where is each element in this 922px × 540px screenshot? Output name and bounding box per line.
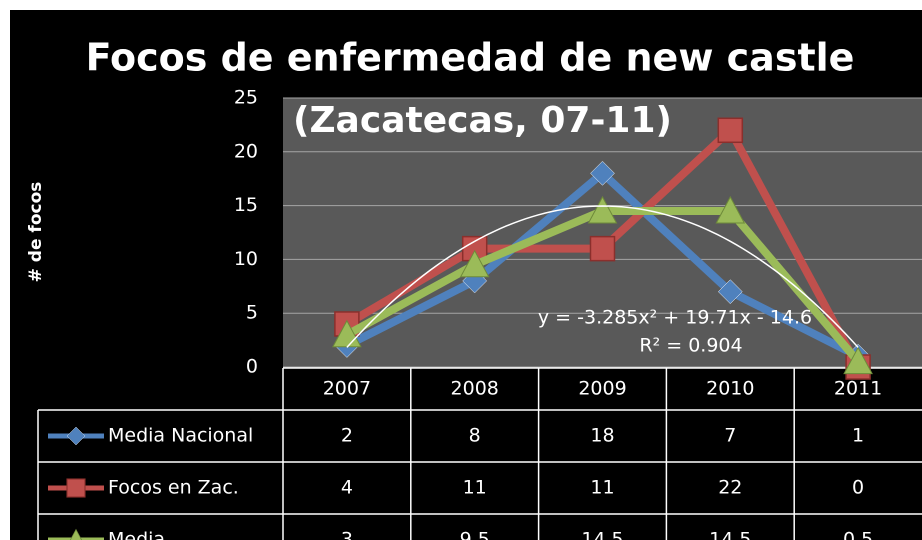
y-axis-label: # de focos xyxy=(26,182,46,283)
legend-label: Focos en Zac. xyxy=(108,477,239,499)
marker xyxy=(66,426,86,446)
table-cell: 18 xyxy=(590,425,614,447)
x-tick-label: 2011 xyxy=(834,378,882,400)
y-tick-label: 5 xyxy=(246,302,258,324)
table-cell: 8 xyxy=(469,425,481,447)
marker xyxy=(69,528,83,540)
trendline xyxy=(346,205,859,348)
table-cell: 11 xyxy=(463,477,487,499)
chart-title: Focos de enfermedad de new castle xyxy=(86,36,855,80)
marker xyxy=(587,195,618,224)
table-cell: 14.5 xyxy=(709,529,751,540)
marker xyxy=(717,117,744,144)
marker xyxy=(717,279,743,305)
table-cell: 0 xyxy=(852,477,864,499)
table-cell: 11 xyxy=(590,477,614,499)
chart-subtitle: (Zacatecas, 07-11) xyxy=(293,100,672,141)
y-tick-label: 25 xyxy=(234,87,258,109)
marker xyxy=(843,346,873,375)
trendline-equation: y = -3.285x² + 19.71x - 14.6 xyxy=(538,307,812,329)
trendline-r2: R² = 0.904 xyxy=(639,335,742,357)
table-cell: 2 xyxy=(341,425,353,447)
legend-label: Media xyxy=(108,529,165,540)
marker xyxy=(715,195,746,224)
x-tick-label: 2007 xyxy=(323,378,371,400)
table-cell: 9.5 xyxy=(460,529,490,540)
table-cell: 1 xyxy=(852,425,864,447)
x-tick-label: 2010 xyxy=(706,378,754,400)
marker xyxy=(589,235,616,262)
y-tick-label: 10 xyxy=(234,248,258,270)
table-cell: 22 xyxy=(718,477,742,499)
y-tick-label: 15 xyxy=(234,194,258,216)
table-cell: 0.5 xyxy=(843,529,873,540)
x-tick-label: 2008 xyxy=(451,378,499,400)
marker xyxy=(66,478,86,498)
table-cell: 7 xyxy=(724,425,736,447)
x-tick-label: 2009 xyxy=(578,378,626,400)
y-tick-label: 0 xyxy=(246,356,258,378)
table-cell: 14.5 xyxy=(581,529,623,540)
y-tick-label: 20 xyxy=(234,140,258,162)
table-cell: 3 xyxy=(341,529,353,540)
legend-label: Media Nacional xyxy=(108,425,253,447)
table-cell: 4 xyxy=(341,477,353,499)
marker xyxy=(590,160,615,186)
marker xyxy=(459,249,490,278)
